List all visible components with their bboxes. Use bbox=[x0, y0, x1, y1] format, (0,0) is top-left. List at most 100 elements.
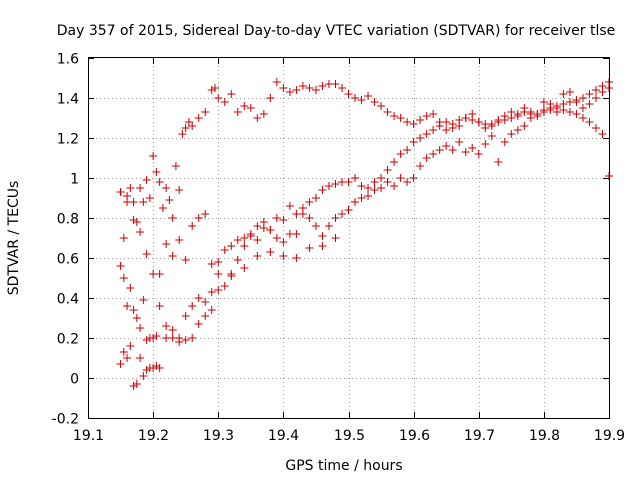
data-point-s1-p45 bbox=[370, 178, 379, 186]
data-point-s2-p66 bbox=[507, 130, 516, 138]
data-point-s2-p63 bbox=[487, 132, 496, 140]
data-point-s0-p37 bbox=[279, 84, 288, 92]
data-point-s2-p31 bbox=[279, 216, 288, 224]
data-point-s2-p34 bbox=[298, 204, 307, 212]
data-point-s0-p16 bbox=[168, 214, 177, 222]
data-point-s0-p41 bbox=[305, 84, 314, 92]
data-point-s0-p58 bbox=[416, 116, 425, 124]
chart-title: Day 357 of 2015, Sidereal Day-to-day VTE… bbox=[57, 23, 616, 39]
data-point-s2-p47 bbox=[383, 178, 392, 186]
data-point-s2-p67 bbox=[513, 126, 522, 134]
data-point-s1-p61 bbox=[474, 118, 483, 126]
data-point-s0-p84 bbox=[585, 100, 594, 108]
data-point-s2-p3 bbox=[126, 342, 135, 350]
data-point-s2-p74 bbox=[559, 100, 568, 108]
data-point-s0-p23 bbox=[194, 114, 203, 122]
data-point-s2-p35 bbox=[305, 214, 314, 222]
data-point-s0-p24 bbox=[201, 108, 210, 116]
data-point-s0-p25 bbox=[207, 86, 216, 94]
y-tick-label-4: 0.6 bbox=[57, 252, 79, 268]
data-point-s0-p59 bbox=[422, 112, 431, 120]
data-points bbox=[116, 78, 613, 390]
data-point-s3-p19 bbox=[266, 248, 275, 256]
data-point-s0-p31 bbox=[240, 102, 249, 110]
data-point-s2-p64 bbox=[494, 158, 503, 166]
data-point-s0-p54 bbox=[390, 112, 399, 120]
data-point-s0-p53 bbox=[383, 108, 392, 116]
data-point-s1-p75 bbox=[565, 108, 574, 116]
data-point-s0-p14 bbox=[162, 184, 171, 192]
data-point-s0-p83 bbox=[578, 104, 587, 112]
data-point-s2-p79 bbox=[591, 86, 600, 94]
data-point-s1-p62 bbox=[481, 120, 490, 128]
data-point-s0-p10 bbox=[149, 152, 158, 160]
y-tick-label-9: 1.6 bbox=[57, 52, 79, 68]
data-point-s0-p18 bbox=[175, 186, 184, 194]
data-point-s0-p47 bbox=[344, 90, 353, 98]
data-point-s1-p78 bbox=[585, 118, 594, 126]
data-point-s1-p0 bbox=[116, 262, 125, 270]
data-point-s2-p26 bbox=[246, 232, 255, 240]
data-point-s3-p18 bbox=[253, 252, 262, 260]
data-point-s1-p47 bbox=[383, 166, 392, 174]
y-axis-ticks: -0.2 0 0.2 0.4 0.6 0.8 1 1.2 1.4 1.6 bbox=[52, 52, 609, 428]
data-point-s0-p45 bbox=[331, 80, 340, 88]
data-point-s3-p2 bbox=[129, 216, 138, 224]
data-point-s2-p48 bbox=[390, 182, 399, 190]
data-point-s1-p6 bbox=[136, 324, 145, 332]
data-point-s3-p16 bbox=[227, 272, 236, 280]
data-point-s2-p58 bbox=[455, 138, 464, 146]
data-point-s1-p14 bbox=[168, 252, 177, 260]
data-point-s0-p20 bbox=[181, 124, 190, 132]
data-point-s1-p15 bbox=[175, 236, 184, 244]
data-point-s2-p27 bbox=[253, 236, 262, 244]
data-point-s0-p12 bbox=[155, 178, 164, 186]
data-point-s2-p60 bbox=[468, 144, 477, 152]
data-point-s2-p69 bbox=[526, 114, 535, 122]
data-point-s1-p76 bbox=[572, 110, 581, 118]
data-point-s2-p62 bbox=[481, 140, 490, 148]
data-point-s1-p77 bbox=[578, 114, 587, 122]
data-point-s1-p19 bbox=[201, 210, 210, 218]
data-point-s1-p64 bbox=[494, 118, 503, 126]
data-point-s1-p43 bbox=[357, 182, 366, 190]
data-point-s2-p33 bbox=[292, 210, 301, 218]
data-point-s0-p34 bbox=[259, 110, 268, 118]
data-point-s3-p5 bbox=[149, 270, 158, 278]
data-point-s2-p46 bbox=[377, 184, 386, 192]
y-tick-label-5: 0.8 bbox=[57, 212, 79, 228]
data-point-s2-p78 bbox=[585, 90, 594, 98]
data-point-s2-p49 bbox=[396, 174, 405, 182]
data-point-s0-p56 bbox=[403, 118, 412, 126]
data-point-s1-p4 bbox=[129, 306, 138, 314]
data-point-s0-p60 bbox=[429, 110, 438, 118]
data-point-s1-p38 bbox=[324, 182, 333, 190]
data-point-s1-p56 bbox=[442, 118, 451, 126]
x-tick-label-2: 19.3 bbox=[203, 428, 234, 444]
data-point-s1-p2 bbox=[123, 302, 132, 310]
data-point-s3-p22 bbox=[305, 244, 314, 252]
data-point-s1-p5 bbox=[132, 314, 141, 322]
data-point-s3-p6 bbox=[155, 302, 164, 310]
data-point-s0-p11 bbox=[152, 168, 161, 176]
data-point-s2-p0 bbox=[116, 360, 125, 368]
data-point-s1-p53 bbox=[422, 130, 431, 138]
data-point-s2-p75 bbox=[565, 98, 574, 106]
data-point-s0-p52 bbox=[377, 102, 386, 110]
y-tick-label-3: 0.4 bbox=[57, 292, 79, 308]
data-point-s3-p24 bbox=[331, 234, 340, 242]
x-tick-label-1: 19.2 bbox=[138, 428, 169, 444]
data-point-s2-p4 bbox=[129, 382, 138, 390]
data-point-s3-p4 bbox=[142, 250, 151, 258]
data-point-s1-p39 bbox=[331, 180, 340, 188]
data-point-s1-p42 bbox=[351, 174, 360, 182]
data-point-s2-p20 bbox=[207, 288, 216, 296]
data-point-s2-p61 bbox=[474, 150, 483, 158]
data-point-s3-p1 bbox=[123, 198, 132, 206]
data-point-s1-p49 bbox=[396, 150, 405, 158]
data-point-s1-p65 bbox=[500, 116, 509, 124]
data-point-s0-p17 bbox=[171, 162, 180, 170]
x-tick-label-5: 19.6 bbox=[399, 428, 430, 444]
x-tick-label-7: 19.8 bbox=[529, 428, 560, 444]
data-point-s0-p32 bbox=[246, 104, 255, 112]
